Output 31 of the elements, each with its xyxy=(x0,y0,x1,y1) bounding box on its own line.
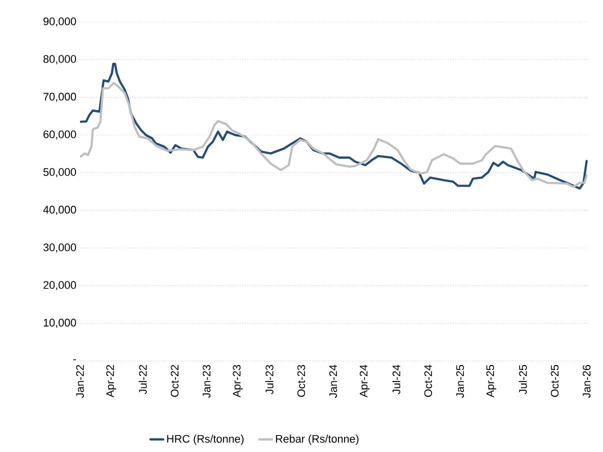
y-tick-label: - xyxy=(73,359,76,360)
y-tick-label: 30,000 xyxy=(43,243,76,253)
x-tick-label: Jul-25 xyxy=(518,364,527,394)
x-tick-label: Jul-23 xyxy=(265,364,274,394)
x-tick-label: Apr-23 xyxy=(232,364,243,398)
x-tick-label: Jan-25 xyxy=(456,364,464,398)
x-tick-label: Jan-24 xyxy=(329,364,338,398)
legend-label: HRC (Rs/tonne) xyxy=(167,434,244,445)
x-tick-label: Oct-24 xyxy=(424,364,432,397)
line-series xyxy=(80,62,588,190)
x-tick-label: Jan-22 xyxy=(76,365,84,398)
x-tick-label: Jan-23 xyxy=(202,364,210,398)
x-tick-label: Jan-26 xyxy=(582,364,591,398)
x-tick-label: Apr-25 xyxy=(486,364,496,398)
y-tick-label: 60,000 xyxy=(44,130,76,140)
x-tick-label: Oct-22 xyxy=(170,365,179,397)
x-tick-label: Apr-24 xyxy=(360,364,370,398)
x-tick-label: Oct-23 xyxy=(297,364,306,397)
legend-label: Rebar (Rs/tonne) xyxy=(276,434,358,445)
y-tick-label: 40,000 xyxy=(43,206,76,215)
x-tick-label: Oct-25 xyxy=(550,364,559,397)
x-tick-label: Apr-22 xyxy=(106,365,116,398)
y-tick-label: 10,000 xyxy=(44,318,76,328)
y-tick-label: 80,000 xyxy=(43,55,76,64)
line-series xyxy=(80,82,588,188)
y-tick-label: 90,000 xyxy=(43,17,76,27)
y-tick-label: 50,000 xyxy=(43,168,76,178)
y-tick-label: 70,000 xyxy=(44,92,76,102)
y-tick-label: 20,000 xyxy=(44,281,76,290)
x-tick-label: Jul-24 xyxy=(392,364,400,394)
x-tick-label: Jul-22 xyxy=(138,365,147,394)
